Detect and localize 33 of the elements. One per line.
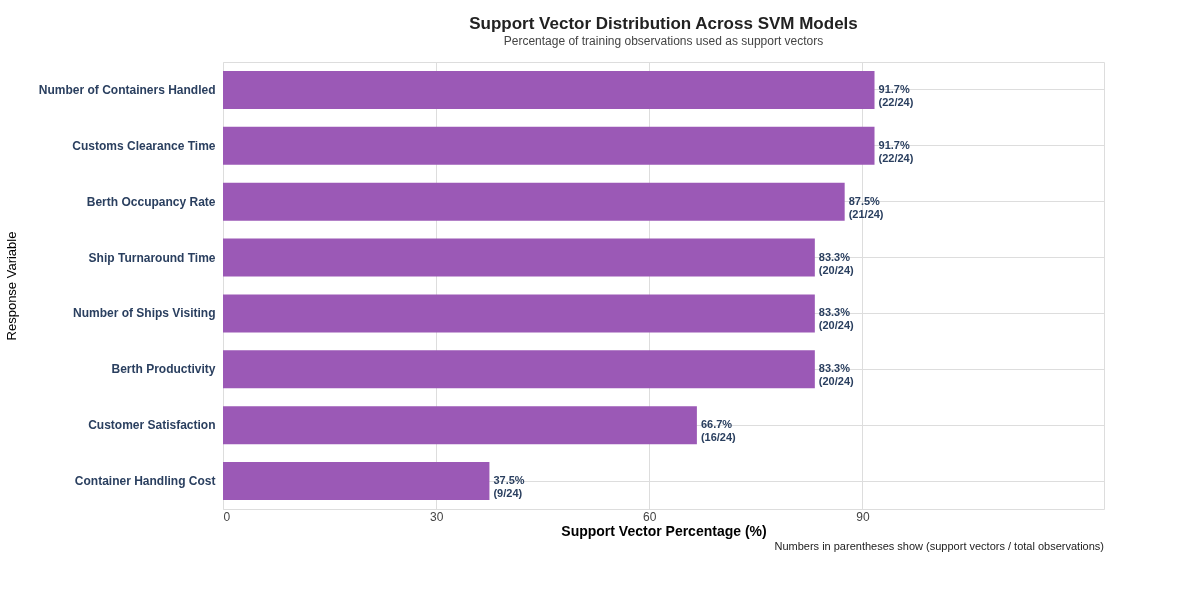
bar — [223, 126, 875, 165]
x-axis-title: Support Vector Percentage (%) — [561, 522, 767, 539]
y-tick-label: Customs Clearance Time — [72, 138, 216, 153]
bar — [223, 462, 490, 501]
bar — [223, 238, 815, 277]
data-label: 91.7% (22/24) — [878, 138, 914, 164]
data-label: 87.5% (21/24) — [848, 194, 884, 220]
chart-subtitle: Percentage of training observations used as support vectors — [503, 34, 824, 48]
data-label: 83.3% (20/24) — [818, 250, 855, 276]
x-tick-label: 60 — [643, 509, 657, 524]
data-label: 37.5% (9/24) — [493, 474, 525, 500]
y-tick-label: Customer Satisfaction — [88, 418, 216, 433]
text: Numbers in parentheses show (support vectors / total observations) — [774, 540, 1104, 552]
bar — [223, 350, 815, 389]
x-tick-label: 30 — [429, 509, 444, 524]
x-tick-label: 90 — [856, 509, 870, 524]
data-label: 83.3% (20/24) — [818, 362, 855, 388]
x-tick-label: 0 — [223, 509, 231, 524]
y-tick-label: Berth Occupancy Rate — [86, 194, 216, 209]
bar — [223, 182, 845, 221]
y-axis-title: Response Variable — [3, 231, 19, 341]
data-label: 91.7% (22/24) — [878, 82, 914, 108]
bar — [223, 70, 875, 109]
y-tick-label: Container Handling Cost — [74, 474, 216, 489]
chart-title: Support Vector Distribution Across SVM Models — [469, 14, 858, 33]
data-label: 83.3% (20/24) — [818, 306, 855, 332]
y-tick-label: Ship Turnaround Time — [88, 250, 216, 265]
bar — [223, 406, 697, 445]
y-tick-label: Number of Ships Visiting — [73, 306, 216, 321]
bar — [223, 294, 815, 333]
y-tick-label: Berth Productivity — [111, 362, 216, 377]
data-label: 66.7% (16/24) — [700, 418, 737, 444]
y-tick-label: Number of Containers Handled — [38, 82, 216, 97]
